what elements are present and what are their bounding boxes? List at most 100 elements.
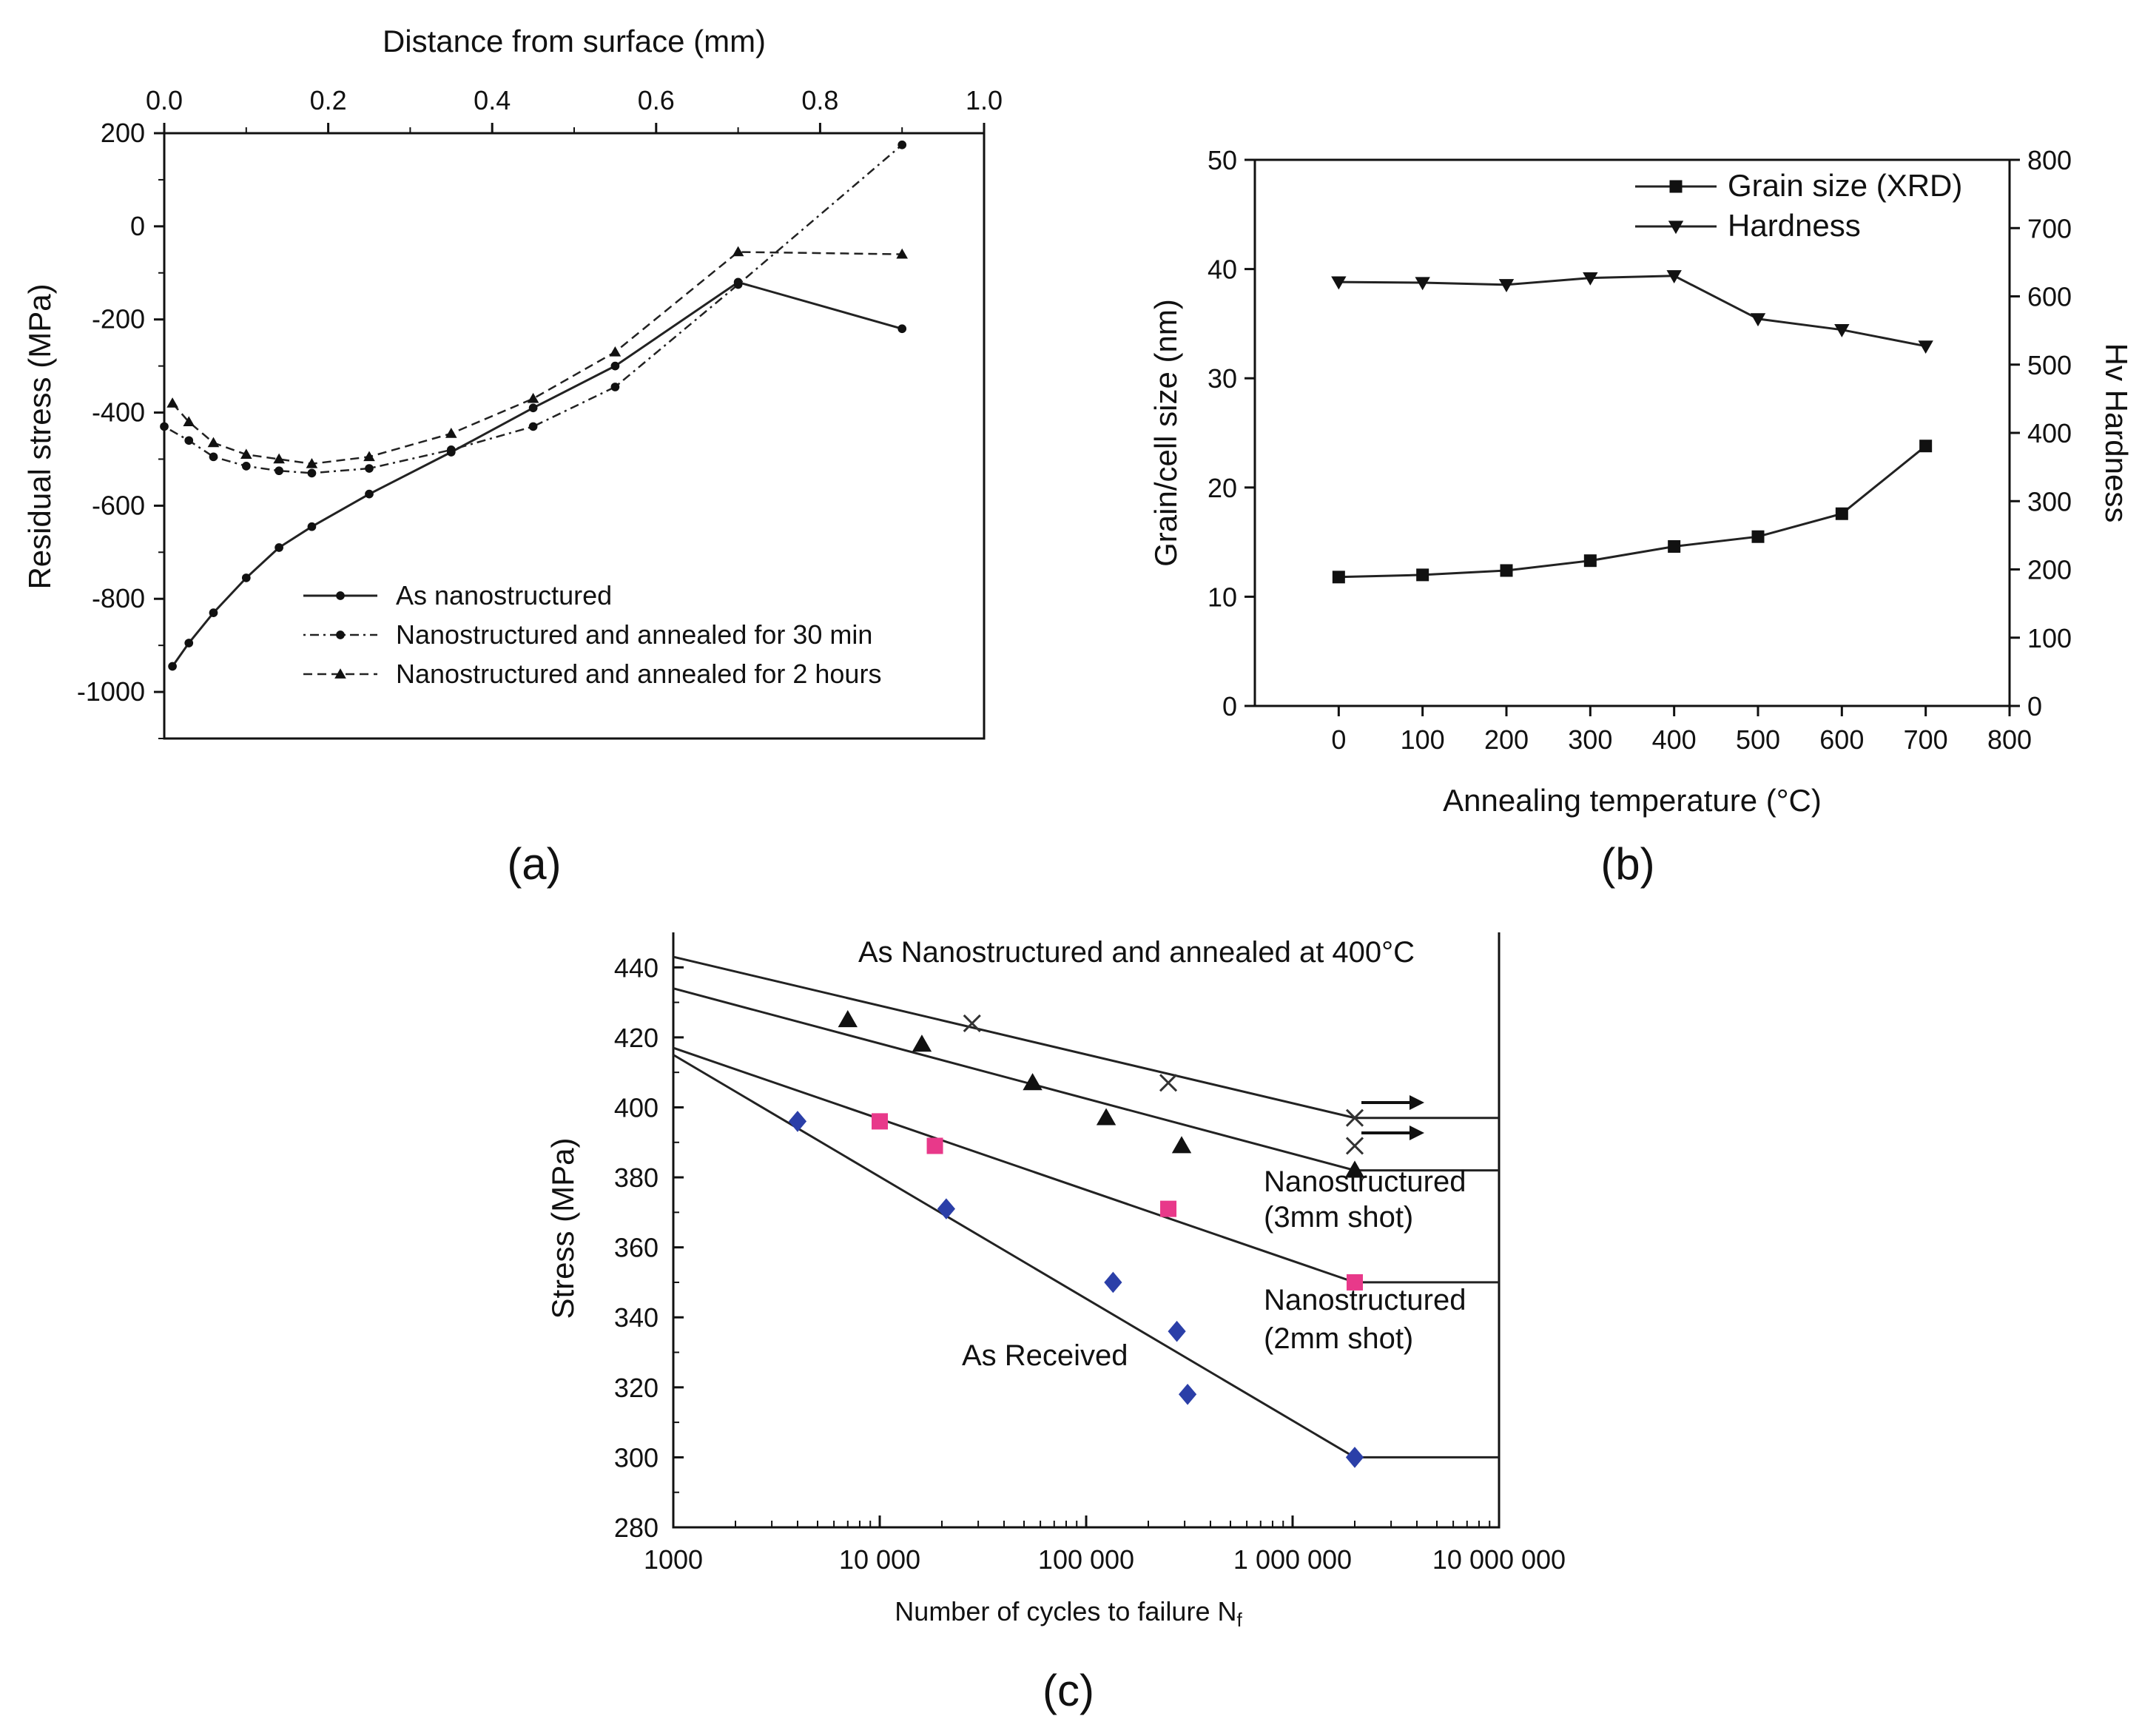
data-point [275,466,283,476]
data-point [207,437,220,448]
y-tick-label: 20 [1208,473,1237,503]
y-tick-label: 300 [614,1442,659,1473]
data-point [1416,568,1429,582]
data-point [1498,279,1515,293]
y-tick-label: -400 [92,397,145,428]
y-tick-label: 280 [614,1513,659,1543]
data-point [872,1113,888,1130]
data-point [1332,571,1345,584]
data-point [365,489,374,499]
legend-marker [336,591,345,600]
y2-tick-label: 700 [2027,213,2072,243]
data-point [897,140,907,149]
series-line [1338,275,1926,348]
data-point [1834,324,1850,337]
data-point [1919,440,1933,453]
data-point [732,246,744,257]
y2-tick-label: 800 [2027,145,2072,175]
chart-c: Number of cycles to failure Nf Stress (M… [545,932,1566,1715]
chart-a: Distance from surface (mm) Residual stre… [22,24,1003,889]
data-point [1500,564,1513,577]
data-point [306,457,318,468]
data-point [1345,1108,1364,1127]
data-point [1918,340,1933,354]
chart-b-panel-label: (b) [1600,839,1654,889]
x-tick-label: 1.0 [966,85,1003,115]
x-tick-label: 200 [1484,724,1529,755]
y-tick-label: 50 [1208,145,1237,175]
legend-marker [1669,180,1683,193]
x-tick-label: 0.6 [638,85,675,115]
data-point [1171,1136,1192,1154]
x-tick-label: 0.0 [146,85,183,115]
y-tick-label: 0 [130,211,145,241]
x-tick-label: 800 [1987,724,2032,755]
y-tick-label: 340 [614,1302,659,1333]
legend-label: Nanostructured and annealed for 30 min [396,619,872,650]
data-point [446,445,456,454]
series-line [1338,445,1927,579]
y-tick-label: 200 [101,118,145,148]
x-tick-label: 600 [1819,724,1864,755]
y-tick-label: 440 [614,952,659,983]
chart-c-annotation-2mm-shot: (2mm shot) [1264,1322,1413,1355]
y-tick-label: 40 [1208,255,1237,285]
chart-a-y-axis-label: Residual stress (MPa) [22,283,57,589]
data-point [838,1010,858,1028]
chart-c-annotation-annealed: As Nanostructured and annealed at 400°C [858,936,1415,969]
data-point [1668,540,1681,554]
y2-tick-label: 100 [2027,623,2072,653]
chart-c-x-axis-label: Number of cycles to failure Nf [895,1596,1242,1631]
legend-label: Hardness [1728,208,1861,243]
y-tick-label: 30 [1208,363,1237,394]
legend-label: As nanostructured [396,580,612,610]
x-tick-label: 0.2 [310,85,347,115]
data-point [1666,270,1682,284]
data-point [183,416,195,426]
data-point [1583,272,1598,286]
y2-tick-label: 400 [2027,418,2072,448]
data-point [1750,313,1766,327]
data-point [209,452,218,462]
data-point [1331,276,1347,290]
data-point [209,608,218,617]
x-tick-label: 300 [1568,724,1612,755]
y-tick-label: 380 [614,1163,659,1193]
data-point [896,248,908,259]
chart-c-annotation-2mm: Nanostructured [1264,1284,1466,1316]
x-tick-label: 100 000 [1038,1544,1134,1575]
data-point [912,1034,932,1052]
x-tick-label: 700 [1904,724,1948,755]
data-point [1023,1073,1043,1091]
y-tick-label: 420 [614,1023,659,1053]
data-point [788,1111,807,1132]
chart-b-plot-frame [1253,158,2011,707]
data-point [363,451,375,462]
data-point [897,324,907,334]
data-point [1345,1137,1364,1155]
x-tick-label: 400 [1652,724,1697,755]
runout-arrow-head [1410,1126,1424,1140]
chart-a-panel-label: (a) [507,839,561,889]
chart-c-annotation-as-received: As Received [962,1339,1128,1372]
data-point [609,346,622,357]
data-point [926,1137,943,1154]
chart-c-y-axis-label: Stress (MPa) [545,1137,580,1319]
y2-tick-label: 0 [2027,691,2042,721]
data-point [528,403,538,413]
data-point [733,280,743,289]
data-point [1344,1160,1365,1178]
data-point [1096,1108,1117,1126]
data-point [160,422,169,431]
chart-b-y-axis-label: Grain/cell size (nm) [1148,299,1183,567]
y-tick-label: 10 [1208,582,1237,612]
chart-b-y2-axis-label: Hv Hardness [2099,343,2134,523]
x-tick-label: 10 000 [839,1544,920,1575]
data-point [1104,1271,1122,1293]
x-tick-label: 10 000 000 [1432,1544,1566,1575]
data-point [1178,1383,1197,1405]
data-point [275,543,283,552]
data-point [307,468,317,478]
legend-label: Nanostructured and annealed for 2 hours [396,659,881,689]
